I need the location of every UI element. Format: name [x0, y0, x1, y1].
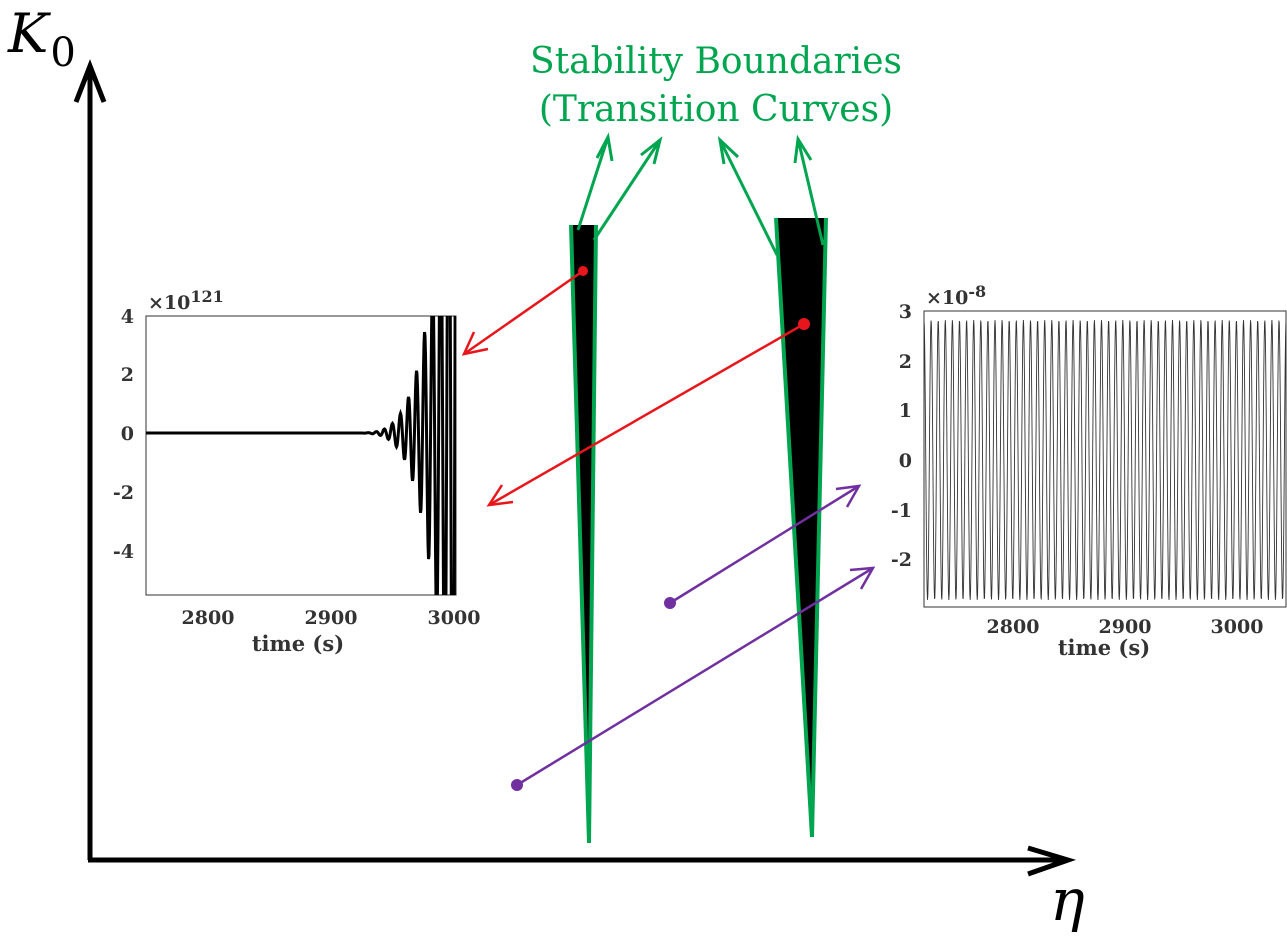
unstable-xtick-1: 2800 — [182, 607, 235, 629]
stable-plot-xlabel: time (s) — [1058, 635, 1150, 660]
stable-ytick-5: -1 — [891, 500, 912, 522]
unstable-ytick-1: 4 — [121, 306, 134, 328]
x-axis-label: η — [1050, 866, 1085, 934]
unstable-point-1 — [578, 266, 588, 276]
unstable-plot-xlabel: time (s) — [252, 631, 344, 656]
red-arrowhead-2 — [486, 484, 514, 507]
unstable-response-plot: ×10121 4 2 0 -2 -4 2800 2900 3000 time (… — [113, 287, 481, 656]
unstable-point-2 — [798, 318, 810, 330]
stable-ytick-1: 3 — [899, 301, 912, 323]
boundary-curve-2b — [810, 217, 828, 838]
boundary-title-line1: Stability Boundaries — [530, 41, 902, 82]
pointer-arrow-1 — [576, 136, 610, 231]
boundary-curve-1a — [569, 224, 591, 844]
stable-response-plot: ×10-8 3 2 1 0 -1 -2 2800 2900 3000 time … — [891, 282, 1287, 660]
red-arrow-1 — [463, 269, 584, 356]
unstable-ytick-4: -2 — [113, 482, 134, 504]
pointer-arrowhead-4 — [793, 134, 813, 164]
unstable-ytick-2: 2 — [121, 364, 134, 386]
pointer-arrowhead-2 — [640, 136, 663, 165]
boundary-pointer-arrows — [576, 132, 825, 256]
y-axis-arrowhead — [73, 59, 107, 103]
purple-arrowhead-2 — [849, 566, 876, 590]
stable-point-1 — [664, 597, 676, 609]
unstable-ytick-3: 0 — [121, 423, 134, 445]
unstable-xtick-2: 2900 — [305, 607, 358, 629]
purple-arrow-2 — [516, 566, 874, 787]
y-axis-label: K0 — [7, 2, 76, 76]
pointer-arrowhead-3 — [717, 135, 740, 165]
stable-ytick-2: 2 — [899, 351, 912, 373]
boundary-title: Stability Boundaries (Transition Curves) — [530, 41, 902, 130]
stable-xtick-2: 2900 — [1099, 616, 1152, 638]
purple-arrow-1 — [669, 484, 860, 605]
stable-ytick-3: 1 — [899, 400, 912, 422]
stable-plot-multiplier: ×10-8 — [926, 282, 986, 309]
purple-arrowhead-1 — [835, 484, 862, 508]
stable-xtick-1: 2800 — [987, 616, 1040, 638]
unstable-ytick-5: -4 — [113, 541, 134, 563]
stable-plot-frame — [923, 310, 1287, 608]
stable-response-curve — [924, 319, 1286, 601]
pointer-arrowhead-1 — [595, 132, 614, 162]
unstable-point-arrows — [461, 269, 805, 507]
unstable-xtick-3: 3000 — [428, 607, 481, 629]
x-axis-arrowhead — [1027, 845, 1077, 877]
unstable-response-curve — [346, 316, 456, 595]
unstable-plot-frame — [145, 315, 457, 596]
red-arrowhead-1 — [461, 331, 489, 356]
stable-point-2 — [511, 779, 523, 791]
main-axes: K0 η — [7, 2, 1085, 934]
pointer-arrow-4 — [796, 138, 825, 246]
pointer-arrow-2 — [592, 139, 662, 241]
red-arrow-2 — [488, 322, 805, 507]
stable-point-arrows — [516, 484, 876, 787]
pointer-arrow-3 — [718, 139, 779, 256]
unstable-plot-multiplier: ×10121 — [148, 287, 224, 314]
boundary-title-line2: (Transition Curves) — [539, 89, 893, 130]
stable-ytick-4: 0 — [899, 450, 912, 472]
stable-xtick-3: 3000 — [1211, 616, 1264, 638]
stable-ytick-6: -2 — [891, 549, 912, 571]
